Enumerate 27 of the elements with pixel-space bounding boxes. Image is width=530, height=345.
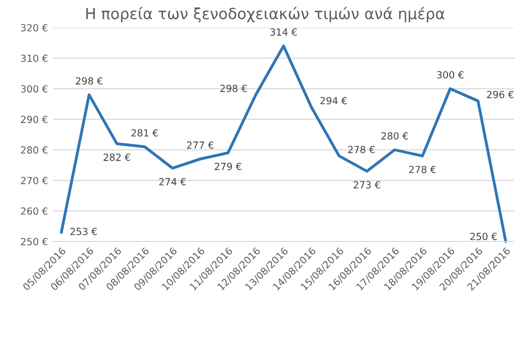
y-tick-label: 320 € [21,24,48,32]
y-tick-label: 260 € [21,207,48,215]
y-tick-label: 250 € [21,238,48,246]
data-label: 282 € [104,154,130,161]
data-label: 314 € [270,28,297,36]
data-label: 294 € [320,96,347,104]
data-label: 298 € [220,84,247,92]
line-series [60,44,508,243]
data-label: 273 € [354,181,380,188]
y-tick-label: 300 € [21,85,48,93]
data-label: 298 € [76,77,102,85]
chart-title: Η πορεία των ξενοδοχειακών τιμών ανά ημέρα [86,6,444,22]
y-tick-label: 310 € [21,54,48,62]
data-label: 277 € [187,141,214,149]
y-tick-label: 290 € [21,116,48,124]
data-label: 279 € [214,162,242,170]
data-label: 280 € [381,132,408,140]
y-tick-label: 280 € [21,146,48,154]
data-label: 281 € [131,129,158,137]
data-label: 300 € [437,71,464,78]
data-label: 253 € [70,228,97,236]
data-label: 278 € [409,166,436,174]
data-label: 274 € [159,178,186,186]
data-label: 296 € [487,90,514,98]
y-tick-label: 270 € [21,176,48,184]
data-label: 278 € [348,146,375,154]
data-label: 250 € [470,232,497,240]
